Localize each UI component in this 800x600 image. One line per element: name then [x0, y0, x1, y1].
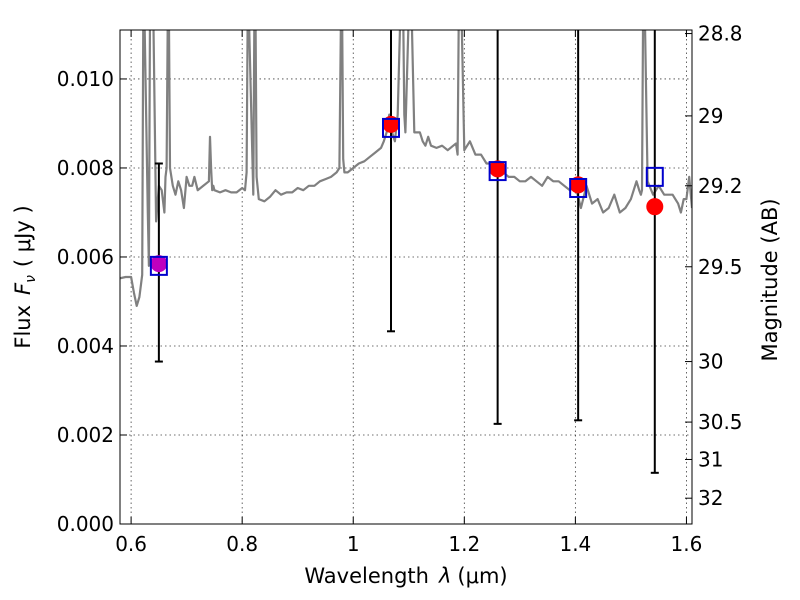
y-tick-label: 0.002: [57, 423, 114, 447]
plot-area: [120, 30, 692, 474]
y-tick-label: 0.010: [57, 67, 114, 91]
x-tick-label: 0.8: [226, 532, 258, 556]
y2-axis-label: Magnitude (AB): [758, 198, 782, 361]
y2-tick-label: 30.5: [698, 410, 743, 434]
y2-tick-label: 29.2: [698, 174, 743, 198]
observed-point: [646, 198, 664, 216]
y2-tick-label: 29: [698, 104, 723, 128]
y2-tick-label: 32: [698, 486, 723, 510]
model-point: [149, 255, 168, 276]
axes: 0.6 0.8 1 1.2 1.4 1.6 0.000 0.002 0.004 0.006 0.00…: [57, 22, 743, 556]
y-tick-label: 0.000: [57, 512, 114, 536]
y2-tick-label: 28.8: [698, 22, 743, 46]
y-axis-label: Flux Fν ( μJy ): [11, 205, 39, 348]
y-axis-label-unit: ( μJy ): [11, 205, 35, 267]
model-point: [382, 117, 401, 138]
y-axis-label-text: Flux: [11, 305, 35, 349]
y-tick-label: 0.008: [57, 156, 114, 180]
y2-tick-label: 30: [698, 350, 723, 374]
spectrum-line: [120, 30, 692, 307]
y2-tick-label: 29.5: [698, 255, 743, 279]
model-point: [488, 161, 507, 182]
x-axis-label-text: Wavelength: [304, 564, 429, 588]
x-tick-label: 1.4: [559, 532, 591, 556]
y-axis-label-sub: ν: [23, 275, 39, 283]
x-axis-label: Wavelength λ (μm): [304, 564, 507, 588]
x-tick-label: 1.2: [448, 532, 480, 556]
x-axis-label-unit: (μm): [457, 564, 507, 588]
x-tick-label: 1: [347, 532, 360, 556]
y-axis-label-symbol: F: [11, 282, 35, 295]
model-point: [569, 177, 588, 198]
x-tick-label: 1.6: [671, 532, 703, 556]
y2-tick-label: 31: [698, 447, 723, 471]
observed-point: [489, 160, 507, 178]
y-tick-label: 0.006: [57, 245, 114, 269]
x-axis-label-lambda: λ: [438, 564, 451, 588]
x-tick-label: 0.6: [115, 532, 147, 556]
observed-point: [150, 255, 168, 273]
model-point: [645, 166, 664, 187]
y-tick-label: 0.004: [57, 334, 114, 358]
plot-frame: [119, 29, 693, 525]
